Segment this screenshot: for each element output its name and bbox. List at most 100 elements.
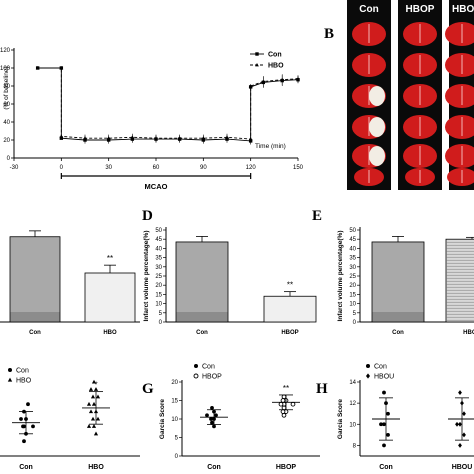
brain-slice-icon: [405, 168, 435, 186]
scatter-h-y-tick-label: 10: [349, 422, 356, 428]
line-chart-x-tick-label: 0: [60, 165, 64, 171]
scatter-point-f-hbo: [95, 394, 101, 399]
scatter-g-y-tick-label: 10: [171, 417, 178, 423]
line-chart-x-tick-label: 150: [293, 165, 304, 171]
scatter-point-g-con: [210, 420, 214, 425]
scatter-point-f-hbo: [86, 424, 92, 428]
bar-chart-e-y-tick-label: 20: [349, 283, 356, 289]
bar-d-con: [175, 241, 229, 323]
bar-category-label: HBOU: [463, 330, 474, 336]
scatter-legend-marker: [366, 373, 370, 379]
brain-slice-icon: [445, 144, 474, 168]
brain-slice-icon: [445, 53, 474, 77]
bar-d-hbop: [263, 295, 317, 323]
scatter-point-h-con: [386, 432, 390, 437]
scatter-point-f-hbo: [91, 424, 97, 428]
scatter-point-h-hbou: [458, 390, 462, 396]
brain-slice-icon: [403, 22, 437, 46]
line-chart-x-tick-label: -30: [10, 165, 19, 171]
line-chart-y-tick-label: 120: [0, 48, 11, 54]
scatter-point-h-con: [382, 443, 386, 448]
brain-slice-photo-panel: Con HBOP HBO: [347, 0, 474, 190]
scatter-point-f-hbo: [88, 387, 94, 391]
bar-chart-d-y-tick-label: 45: [155, 237, 162, 243]
scatter-point-h-hbou: [462, 411, 466, 417]
bar-chart-d-y-tick-label: 20: [155, 283, 162, 289]
scatter-point-f-hbo: [91, 379, 97, 384]
scatter-point-g-hbop: [281, 405, 287, 411]
panel-label-e: E: [312, 208, 322, 224]
bar-chart-e-y-tick-label: 35: [349, 256, 356, 262]
bar-category-label: Con: [392, 330, 404, 336]
scatter-point-h-hbou: [458, 442, 462, 448]
scatter-category-label: Con: [379, 464, 393, 471]
scatter-category-label: HBOU: [452, 464, 473, 471]
scatter-point-g-con: [205, 413, 209, 418]
scatter-legend-label: Con: [16, 368, 29, 375]
bar-category-label: HBOP: [281, 330, 298, 336]
line-point-hbo: [130, 135, 135, 139]
bar-chart-d-y-axis-label: Infarct volume percentage(%): [143, 230, 150, 321]
scatter-point-f-hbo: [86, 401, 92, 406]
bar-chart-d-y-tick-label: 40: [155, 246, 162, 252]
scatter-legend-marker: [193, 373, 199, 379]
brain-slice-icon: [352, 84, 386, 108]
line-point-hbo: [59, 65, 64, 70]
brain-slice-icon: [403, 115, 437, 139]
bar-chart-d-y-tick-label: 5: [159, 311, 163, 317]
line-series-con: [37, 67, 299, 142]
bar-chart-e-y-tick-label: 30: [349, 265, 356, 271]
legend-marker: [255, 62, 259, 67]
scatter-point-g-hbop: [280, 398, 286, 403]
line-point-hbo: [261, 79, 266, 83]
line-point-hbo: [83, 136, 87, 140]
scatter-g-y-tick-label: 20: [171, 380, 178, 386]
bar-chart-d-y-tick-label: 0: [159, 320, 163, 326]
scatter-point-f-hbo: [90, 416, 96, 421]
bar-chart-d-y-tick-label: 25: [155, 274, 162, 280]
scatter-point-f-hbo: [90, 394, 96, 399]
scatter-point-h-con: [382, 390, 386, 395]
line-point-hbo: [35, 65, 40, 70]
scatter-point-g-hbop: [280, 409, 286, 414]
bar-chart-d-y-tick-label: 30: [155, 265, 162, 271]
legend-label: HBO: [268, 63, 284, 70]
bar-chart-e-y-tick-label: 50: [349, 228, 356, 234]
line-point-con: [59, 136, 64, 140]
mcao-label: MCAO: [145, 182, 168, 191]
brain-slice-icon: [445, 84, 474, 108]
scatter-h-y-axis-label: Garcia Score: [337, 399, 344, 439]
line-series-hbo: [37, 67, 299, 140]
scatter-category-label: Con: [207, 464, 221, 471]
bar-e-con: [371, 241, 425, 323]
line-chart-y-tick-label: 60: [3, 102, 10, 108]
scatter-category-label: Con: [19, 464, 33, 471]
scatter-legend-label: Con: [202, 364, 215, 371]
bar-chart-d-y-tick-label: 35: [155, 256, 162, 262]
panel-label-g: G: [142, 381, 154, 397]
scatter-point-h-hbou: [458, 421, 462, 427]
scatter-point-h-con: [386, 411, 390, 416]
scatter-legend-label: HBO: [16, 378, 32, 385]
line-chart-y-tick-label: 20: [3, 138, 10, 144]
bar-chart-d-y-tick-label: 10: [155, 302, 162, 308]
scatter-point-g-con: [210, 406, 214, 410]
line-chart-y-tick-label: 0: [7, 156, 11, 162]
line-point-hbo: [201, 136, 206, 140]
photo-label-con: Con: [359, 4, 378, 15]
line-chart-x-tick-label: 90: [200, 165, 207, 171]
photo-label-hbo: HBO: [452, 4, 474, 15]
scatter-h-y-tick-label: 14: [349, 380, 356, 386]
line-point-hbo: [248, 83, 253, 88]
bar-category-label: Con: [196, 330, 208, 336]
bar-chart-e-y-tick-label: 0: [353, 320, 357, 326]
scatter-legend-marker: [194, 364, 198, 368]
scatter-g-y-tick-label: 5: [175, 436, 179, 442]
scatter-point-f-con: [19, 417, 23, 421]
line-point-hbo: [225, 135, 229, 139]
line-chart-x-axis-label: Time (min): [255, 143, 286, 150]
legend-marker: [255, 52, 259, 56]
brain-slice-icon: [403, 84, 437, 108]
bar-chart-d-y-tick-label: 15: [155, 292, 162, 298]
bar-chart-d-y-tick-label: 50: [155, 228, 162, 234]
